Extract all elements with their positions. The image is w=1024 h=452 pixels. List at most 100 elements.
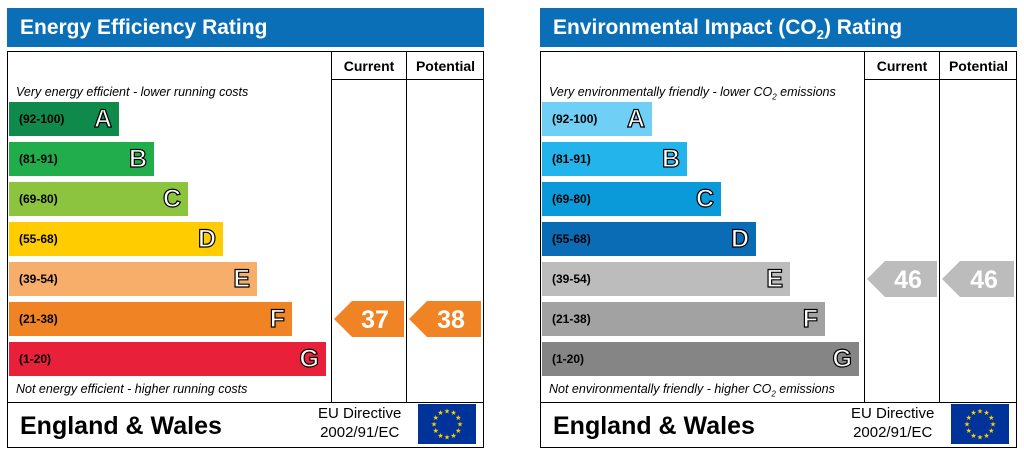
chart-title: Energy Efficiency Rating [7, 8, 484, 47]
svg-text:★: ★ [983, 409, 989, 417]
header-divider [864, 79, 1017, 80]
column-divider [939, 52, 940, 402]
band-range: (81-91) [19, 152, 58, 166]
band-range: (21-38) [552, 312, 591, 326]
band-letter: G [299, 344, 320, 373]
band-f: (21-38) F [542, 302, 825, 336]
band-e: (39-54) E [9, 262, 257, 296]
band-range: (55-68) [19, 232, 58, 246]
arrow-fill [409, 301, 481, 337]
column-divider [406, 52, 407, 402]
eu-flag-icon: ★ ★ ★ ★ ★ ★ ★ ★ ★ ★ ★ ★ [951, 404, 1009, 444]
band-d: (55-68) D [542, 222, 756, 256]
band-range: (81-91) [552, 152, 591, 166]
region-label: England & Wales [553, 412, 755, 440]
eu-directive-label: EU Directive 2002/91/EC [318, 404, 401, 442]
band-b: (81-91) B [9, 142, 154, 176]
rating-value: 38 [437, 306, 465, 334]
band-letter: C [695, 184, 714, 213]
arrow-fill [334, 301, 404, 337]
rating-value: 37 [361, 306, 389, 334]
band-letter: C [162, 184, 181, 213]
rating-arrow-shape: 37 [334, 301, 404, 337]
band-range: (39-54) [19, 272, 58, 286]
svg-text:★: ★ [983, 432, 989, 440]
band-letter: F [269, 304, 286, 333]
eu-directive-label: EU Directive 2002/91/EC [851, 404, 934, 442]
rating-arrow-shape: 46 [942, 261, 1014, 297]
header-divider [331, 79, 484, 80]
directive-line-1: EU Directive [318, 405, 402, 422]
band-range: (92-100) [552, 112, 598, 126]
column-divider [864, 52, 865, 402]
band-g: (1-20) G [542, 342, 859, 376]
svg-text:★: ★ [450, 409, 456, 417]
svg-text:★: ★ [970, 432, 976, 440]
chart-title: Environmental Impact (CO2) Rating [540, 8, 1017, 47]
band-d: (55-68) D [9, 222, 223, 256]
column-header-current: Current [876, 58, 928, 74]
svg-text:★: ★ [455, 427, 461, 435]
band-letter: G [832, 344, 853, 373]
band-range: (69-80) [19, 192, 58, 206]
svg-text:★: ★ [964, 421, 970, 429]
potential-rating-arrow: 46 [942, 261, 1014, 297]
svg-text:★: ★ [437, 432, 443, 440]
svg-text:★: ★ [988, 414, 994, 422]
rating-frame: Current Potential Very environmentally f… [540, 51, 1017, 448]
band-letter: D [197, 224, 216, 253]
current-rating-arrow: 46 [867, 261, 937, 297]
band-a: (92-100) A [542, 102, 652, 136]
bottom-note: Not energy efficient - higher running co… [16, 382, 248, 396]
bottom-note: Not environmentally friendly - higher CO… [549, 382, 835, 399]
band-range: (1-20) [19, 352, 52, 366]
column-divider [331, 52, 332, 402]
svg-text:★: ★ [970, 409, 976, 417]
directive-line-2: 2002/91/EC [853, 424, 933, 441]
svg-text:★: ★ [433, 427, 439, 435]
band-letter: D [730, 224, 749, 253]
region-label: England & Wales [20, 412, 222, 440]
svg-text:★: ★ [988, 427, 994, 435]
arrow-fill [942, 261, 1014, 297]
chart-title-text: Environmental Impact (CO2) Rating [553, 16, 903, 43]
band-range: (92-100) [19, 112, 65, 126]
band-range: (1-20) [552, 352, 585, 366]
rating-value: 46 [894, 266, 922, 294]
eu-flag-icon: ★ ★ ★ ★ ★ ★ ★ ★ ★ ★ ★ ★ [418, 404, 476, 444]
directive-line-2: 2002/91/EC [320, 424, 400, 441]
svg-text:★: ★ [455, 414, 461, 422]
svg-text:★: ★ [450, 432, 456, 440]
directive-line-1: EU Directive [851, 405, 935, 422]
band-letter: E [233, 264, 251, 293]
environmental-impact-panel: Environmental Impact (CO2) Rating Curren… [540, 8, 1018, 448]
top-note: Very environmentally friendly - lower CO… [549, 85, 836, 102]
band-range: (69-80) [552, 192, 591, 206]
band-a: (92-100) A [9, 102, 119, 136]
column-header-potential: Potential [948, 58, 1009, 74]
footer-divider [8, 402, 484, 403]
band-range: (21-38) [19, 312, 58, 326]
band-g: (1-20) G [9, 342, 326, 376]
svg-text:★: ★ [444, 408, 450, 416]
top-note: Very energy efficient - lower running co… [16, 85, 249, 99]
svg-text:★: ★ [977, 408, 983, 416]
band-letter: F [802, 304, 819, 333]
rating-arrow-shape: 38 [409, 301, 481, 337]
band-c: (69-80) C [542, 182, 721, 216]
potential-rating-arrow: 38 [409, 301, 481, 337]
rating-arrow-shape: 46 [867, 261, 937, 297]
column-header-current: Current [343, 58, 395, 74]
band-c: (69-80) C [9, 182, 188, 216]
band-range: (55-68) [552, 232, 591, 246]
rating-value: 46 [970, 266, 998, 294]
svg-text:★: ★ [977, 434, 983, 442]
current-rating-arrow: 37 [334, 301, 404, 337]
svg-text:★: ★ [966, 427, 972, 435]
svg-text:★: ★ [966, 414, 972, 422]
band-f: (21-38) F [9, 302, 292, 336]
arrow-fill [867, 261, 937, 297]
band-letter: E [766, 264, 784, 293]
band-letter: B [128, 144, 147, 173]
svg-text:★: ★ [457, 421, 463, 429]
